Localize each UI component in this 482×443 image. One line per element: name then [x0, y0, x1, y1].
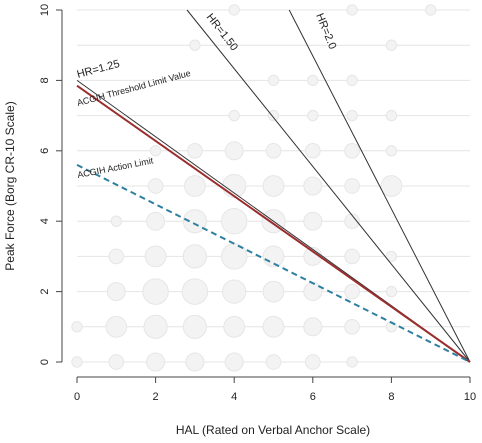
bubble-point [344, 178, 360, 194]
bubble-point [223, 315, 246, 338]
bubble-point [346, 4, 358, 16]
x-tick-label: 0 [74, 391, 80, 403]
bubble-point [385, 250, 398, 263]
bubble-point [224, 352, 244, 372]
line-labels: HR=1.25 HR=1.50 HR=2.0 ACGIH Threshold L… [76, 11, 339, 180]
series-line-acgih-action-limit [76, 163, 471, 363]
y-tick-label: 10 [39, 4, 51, 16]
bubble-point [181, 278, 209, 305]
annotation-action-limit: ACGIH Action Limit [76, 155, 154, 180]
bubble-point [220, 207, 248, 235]
bubble-point [108, 248, 125, 265]
bubble-layer [71, 4, 437, 372]
bubble-point [262, 175, 285, 197]
bubble-point [385, 145, 398, 157]
bubble-point [187, 142, 203, 159]
y-tick-label: 6 [39, 148, 51, 154]
bubble-point [189, 39, 201, 51]
y-axis-label: Peak Force (Borg CR-10 Scale) [3, 101, 17, 270]
bubble-point [184, 175, 206, 197]
bubble-point [346, 356, 358, 368]
bubble-point [425, 4, 437, 16]
bubble-point [304, 142, 321, 159]
x-tick-label: 2 [153, 391, 159, 403]
bubble-point [228, 4, 240, 16]
x-axis-ticks: 0 2 4 6 8 10 [74, 377, 476, 403]
bubble-point [182, 244, 208, 269]
bubble-point [143, 314, 168, 339]
y-tick-label: 8 [39, 77, 51, 83]
line-layer [76, 9, 471, 363]
bubble-point [182, 209, 208, 234]
bubble-point [344, 283, 360, 300]
bubble-point [344, 213, 360, 230]
bubble-point [304, 354, 321, 370]
series-line-hr-1-50 [186, 9, 471, 363]
bubble-point [265, 354, 282, 370]
bubble-point [380, 175, 403, 197]
bubble-point [222, 173, 247, 199]
bubble-point [344, 248, 360, 265]
x-tick-label: 10 [464, 391, 476, 403]
bubble-point [71, 321, 83, 333]
bubble-point [146, 352, 166, 372]
bubble-point [307, 74, 319, 87]
bubble-point [307, 109, 319, 122]
bubble-point [344, 318, 360, 335]
bubble-point [228, 109, 240, 122]
bubble-point [185, 352, 205, 372]
bubble-point [267, 109, 280, 122]
bubble-point [71, 356, 83, 368]
x-tick-label: 8 [388, 391, 394, 403]
bubble-point [385, 109, 398, 122]
axes: 0 2 4 6 8 10 0 2 4 6 8 10 [39, 4, 476, 403]
bubble-point [108, 354, 125, 370]
x-tick-label: 4 [231, 391, 237, 403]
bubble-point [147, 178, 164, 194]
bubble-point [144, 245, 167, 268]
bubble-point [346, 109, 358, 122]
bubble-point [385, 39, 398, 51]
bubble-point [105, 315, 128, 338]
x-axis-label: HAL (Rated on Verbal Anchor Scale) [176, 423, 370, 437]
bubble-point [385, 285, 398, 298]
y-axis-ticks: 0 2 4 6 8 10 [39, 4, 62, 365]
y-tick-label: 4 [39, 218, 51, 224]
bubble-point [265, 142, 282, 159]
bubble-point [262, 280, 285, 303]
bubble-point [182, 314, 208, 339]
x-tick-label: 6 [310, 391, 316, 403]
bubble-point [142, 278, 169, 305]
bubble-point [149, 145, 162, 157]
bubble-point [146, 211, 166, 231]
series-line-acgih-threshold-limit-value [76, 84, 471, 363]
bubble-point [110, 215, 122, 227]
bubble-point [303, 211, 323, 231]
annotation-hr-1-25: HR=1.25 [76, 58, 121, 81]
bubble-point [303, 317, 323, 337]
bubble-point [303, 176, 323, 196]
y-tick-label: 0 [39, 359, 51, 365]
bubble-point [222, 279, 247, 304]
bubble-point [106, 282, 126, 302]
bubble-point [346, 74, 358, 87]
bubble-point [262, 245, 285, 268]
bubble-point [224, 141, 244, 161]
y-tick-label: 2 [39, 289, 51, 295]
series-line-hr-2-0 [288, 9, 471, 363]
bubble-point [344, 142, 360, 159]
annotation-hr-1-50: HR=1.50 [204, 11, 240, 53]
bubble-point [262, 315, 285, 338]
bubble-point [267, 74, 280, 87]
